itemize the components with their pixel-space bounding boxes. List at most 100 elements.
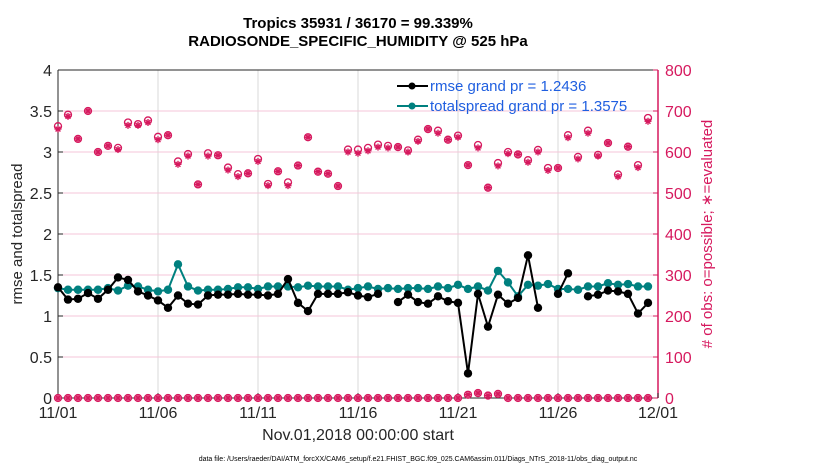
obs-evaluated-point — [424, 125, 432, 133]
obs-evaluated-stroke — [605, 395, 611, 401]
obs-evaluated-stroke — [115, 395, 121, 401]
obs-evaluated-stroke — [485, 184, 491, 191]
y-tick-label-right: 300 — [665, 268, 692, 285]
totalspread-point — [423, 284, 433, 294]
rmse-point — [353, 291, 363, 300]
totalspread-point — [173, 260, 183, 269]
obs-evaluated-stroke — [425, 395, 431, 401]
rmse-point — [73, 294, 83, 303]
obs-evaluated-stroke — [285, 395, 291, 401]
legend-rmse-marker — [408, 82, 416, 90]
obs-evaluated-point — [274, 167, 282, 175]
x-tick-label: 11/06 — [139, 405, 178, 422]
obs-evaluated-stroke — [275, 168, 281, 175]
obs-evaluated-stroke — [475, 390, 481, 397]
obs-evaluated-stroke — [155, 136, 161, 143]
y-tick-label-right: 100 — [665, 350, 692, 367]
obs-evaluated-zero-point — [594, 394, 602, 402]
obs-evaluated-stroke — [585, 130, 591, 137]
obs-evaluated-stroke — [525, 395, 531, 401]
rmse-point — [373, 289, 383, 299]
obs-evaluated-stroke — [625, 395, 631, 401]
obs-evaluated-point — [614, 173, 622, 181]
obs-evaluated-stroke — [145, 119, 151, 126]
obs-evaluated-point — [174, 160, 182, 168]
obs-evaluated-stroke — [545, 167, 551, 174]
obs-evaluated-point — [104, 142, 112, 150]
rmse-point — [623, 289, 633, 299]
obs-evaluated-zero-point — [434, 394, 442, 402]
obs-evaluated-zero-point — [454, 394, 462, 402]
obs-evaluated-point — [324, 170, 332, 178]
x-tick-label: 11/26 — [539, 405, 578, 422]
y-axis-label-right: # of obs: o=possible; ∗=evaluated — [699, 120, 716, 349]
totalspread-point — [193, 286, 203, 295]
chart-title-line1: Tropics 35931 / 36170 = 99.339% — [243, 15, 473, 32]
totalspread-point — [493, 266, 503, 276]
obs-evaluated-zero-point — [424, 394, 432, 402]
totalspread-point — [613, 280, 623, 290]
obs-evaluated-point — [384, 144, 392, 152]
obs-evaluated-stroke — [365, 395, 371, 401]
obs-evaluated-zero-point — [314, 394, 322, 402]
obs-evaluated-stroke — [95, 395, 101, 401]
obs-evaluated-zero-point — [534, 394, 542, 402]
obs-evaluated-zero-point — [464, 391, 472, 399]
obs-evaluated-stroke — [565, 395, 571, 401]
rmse-point — [193, 300, 203, 309]
chart-title-line2: RADIOSONDE_SPECIFIC_HUMIDITY @ 525 hPa — [188, 33, 528, 50]
obs-evaluated-stroke — [645, 395, 651, 401]
obs-evaluated-zero-point — [354, 394, 362, 402]
totalspread-point — [643, 282, 653, 291]
totalspread-point — [183, 282, 193, 291]
obs-evaluated-zero-point — [364, 394, 372, 402]
totalspread-point — [263, 282, 273, 291]
obs-evaluated-stroke — [455, 395, 461, 401]
rmse-point — [473, 289, 483, 299]
obs-evaluated-point — [144, 118, 152, 126]
obs-evaluated-stroke — [165, 395, 171, 401]
obs-evaluated-stroke — [105, 142, 111, 149]
obs-evaluated-zero-point — [264, 394, 272, 402]
obs-evaluated-point — [344, 148, 352, 156]
rmse-line — [397, 255, 539, 374]
obs-evaluated-stroke — [145, 395, 151, 401]
obs-evaluated-point — [544, 166, 552, 174]
obs-evaluated-zero-point — [134, 394, 142, 402]
totalspread-point — [583, 282, 593, 291]
rmse-point — [223, 290, 233, 299]
obs-evaluated-point — [514, 150, 522, 158]
obs-evaluated-zero-point — [114, 394, 122, 402]
rmse-point — [613, 287, 623, 296]
y-tick-label-left: 0 — [43, 391, 52, 408]
y-tick-label-right: 700 — [665, 104, 692, 121]
obs-evaluated-stroke — [295, 395, 301, 401]
obs-evaluated-stroke — [435, 130, 441, 137]
rmse-point — [253, 290, 263, 299]
obs-evaluated-point — [554, 164, 562, 172]
obs-evaluated-zero-point — [174, 394, 182, 402]
rmse-point — [633, 309, 643, 318]
obs-evaluated-zero-point — [84, 394, 92, 402]
rmse-point — [523, 251, 533, 260]
obs-evaluated-point — [314, 168, 322, 176]
obs-evaluated-zero-point — [204, 394, 212, 402]
obs-evaluated-stroke — [485, 392, 491, 399]
rmse-point — [123, 275, 133, 285]
rmse-point — [263, 291, 273, 300]
obs-evaluated-point — [214, 151, 222, 159]
totalspread-point — [503, 278, 513, 287]
obs-evaluated-zero-point — [474, 389, 482, 397]
obs-evaluated-zero-point — [344, 394, 352, 402]
rmse-point — [303, 306, 313, 316]
obs-evaluated-point — [354, 149, 362, 157]
obs-evaluated-zero-point — [544, 394, 552, 402]
rmse-point — [313, 289, 323, 299]
obs-evaluated-point — [114, 146, 122, 154]
obs-evaluated-stroke — [395, 144, 401, 151]
obs-evaluated-zero-point — [384, 394, 392, 402]
obs-evaluated-stroke — [115, 146, 121, 153]
obs-evaluated-zero-point — [334, 394, 342, 402]
obs-evaluated-point — [594, 152, 602, 160]
obs-evaluated-point — [474, 144, 482, 152]
